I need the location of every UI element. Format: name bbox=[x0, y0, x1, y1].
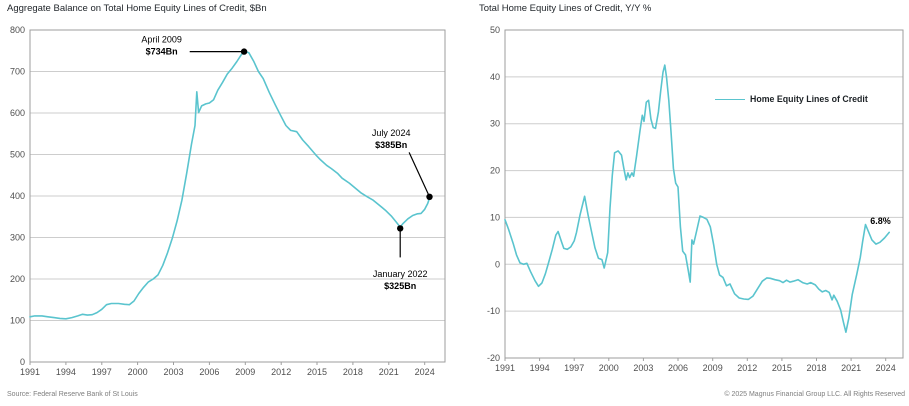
x-axis-tick-label: 2000 bbox=[599, 363, 619, 373]
y-axis-tick-label: 40 bbox=[490, 72, 500, 82]
annotation-label: 6.8% bbox=[870, 216, 891, 226]
y-axis-tick-label: 500 bbox=[10, 150, 25, 160]
y-axis-tick-label: 300 bbox=[10, 233, 25, 243]
y-axis-tick-label: 600 bbox=[10, 108, 25, 118]
annotation-dot bbox=[240, 48, 248, 55]
x-axis-tick-label: 1997 bbox=[92, 367, 112, 377]
x-axis-tick-label: 2006 bbox=[668, 363, 688, 373]
x-axis-tick-label: 2012 bbox=[271, 367, 291, 377]
legend-label: Home Equity Lines of Credit bbox=[750, 94, 868, 104]
legend: Home Equity Lines of Credit bbox=[715, 94, 868, 104]
annotation-label: $325Bn bbox=[384, 281, 416, 291]
copyright-note: © 2025 Magnus Financial Group LLC. All R… bbox=[724, 391, 905, 398]
yoy-chart: Total Home Equity Lines of Credit, Y/Y %… bbox=[455, 0, 909, 385]
y-axis-tick-label: -20 bbox=[487, 353, 500, 363]
yoy-chart-title: Total Home Equity Lines of Credit, Y/Y % bbox=[479, 3, 652, 14]
x-axis-tick-label: 2018 bbox=[806, 363, 826, 373]
x-axis-tick-label: 2021 bbox=[379, 367, 399, 377]
plot-frame bbox=[29, 29, 446, 363]
y-axis-tick-label: 700 bbox=[10, 67, 25, 77]
y-axis-tick-label: 100 bbox=[10, 316, 25, 326]
annotation-label: January 2022 bbox=[373, 269, 428, 279]
x-axis-tick-label: 2012 bbox=[737, 363, 757, 373]
y-axis-tick-label: 800 bbox=[10, 25, 25, 35]
annotation-label: April 2009 bbox=[141, 35, 182, 45]
x-axis-tick-label: 2009 bbox=[235, 367, 255, 377]
source-note: Source: Federal Reserve Bank of St Louis bbox=[7, 391, 138, 398]
annotation-label: July 2024 bbox=[372, 128, 411, 138]
x-axis-tick-label: 2006 bbox=[199, 367, 219, 377]
x-axis-tick-label: 1997 bbox=[564, 363, 584, 373]
x-axis-tick-label: 2009 bbox=[703, 363, 723, 373]
x-axis-tick-label: 1994 bbox=[56, 367, 76, 377]
annotation-label: $385Bn bbox=[375, 140, 407, 150]
annotation-label: $734Bn bbox=[146, 47, 178, 57]
x-axis-tick-label: 2003 bbox=[163, 367, 183, 377]
y-axis-tick-label: 0 bbox=[20, 357, 25, 367]
x-axis-tick-label: 2021 bbox=[841, 363, 861, 373]
y-axis-tick-label: 50 bbox=[490, 25, 500, 35]
x-axis-tick-label: 1991 bbox=[495, 363, 515, 373]
y-axis-tick-label: 20 bbox=[490, 166, 500, 176]
balance-chart-title: Aggregate Balance on Total Home Equity L… bbox=[7, 3, 267, 14]
y-axis-tick-label: 400 bbox=[10, 191, 25, 201]
yoy-chart-plot: -20 -10 0 10 20 30 40 50 1991 1994 1997 2000 2003 200… bbox=[487, 25, 904, 373]
annotation-dot bbox=[426, 193, 433, 200]
series-line bbox=[504, 64, 891, 334]
x-axis-tick-label: 2018 bbox=[343, 367, 363, 377]
y-axis-tick-label: 10 bbox=[490, 212, 500, 222]
x-axis-tick-label: 1994 bbox=[530, 363, 550, 373]
x-axis-tick-label: 2000 bbox=[128, 367, 148, 377]
balance-chart-plot: 0 100 200 300 400 500 600 700 800 1991 1994 1997 200… bbox=[10, 25, 446, 377]
y-axis-tick-label: 30 bbox=[490, 119, 500, 129]
x-axis-tick-label: 2015 bbox=[307, 367, 327, 377]
balance-chart: Aggregate Balance on Total Home Equity L… bbox=[0, 0, 455, 385]
series-line bbox=[29, 50, 431, 320]
x-axis-tick-label: 2024 bbox=[415, 367, 435, 377]
plot-frame bbox=[504, 29, 904, 359]
annotation-dot bbox=[397, 225, 404, 232]
x-axis-tick-label: 2024 bbox=[876, 363, 896, 373]
y-axis-tick-label: 0 bbox=[495, 259, 500, 269]
y-axis-tick-label: 200 bbox=[10, 274, 25, 284]
x-axis-tick-label: 2015 bbox=[772, 363, 792, 373]
x-axis-tick-label: 2003 bbox=[633, 363, 653, 373]
y-axis-tick-label: -10 bbox=[487, 306, 500, 316]
legend-line-icon bbox=[715, 98, 745, 100]
x-axis-tick-label: 1991 bbox=[20, 367, 40, 377]
annotation-connector bbox=[408, 152, 431, 198]
